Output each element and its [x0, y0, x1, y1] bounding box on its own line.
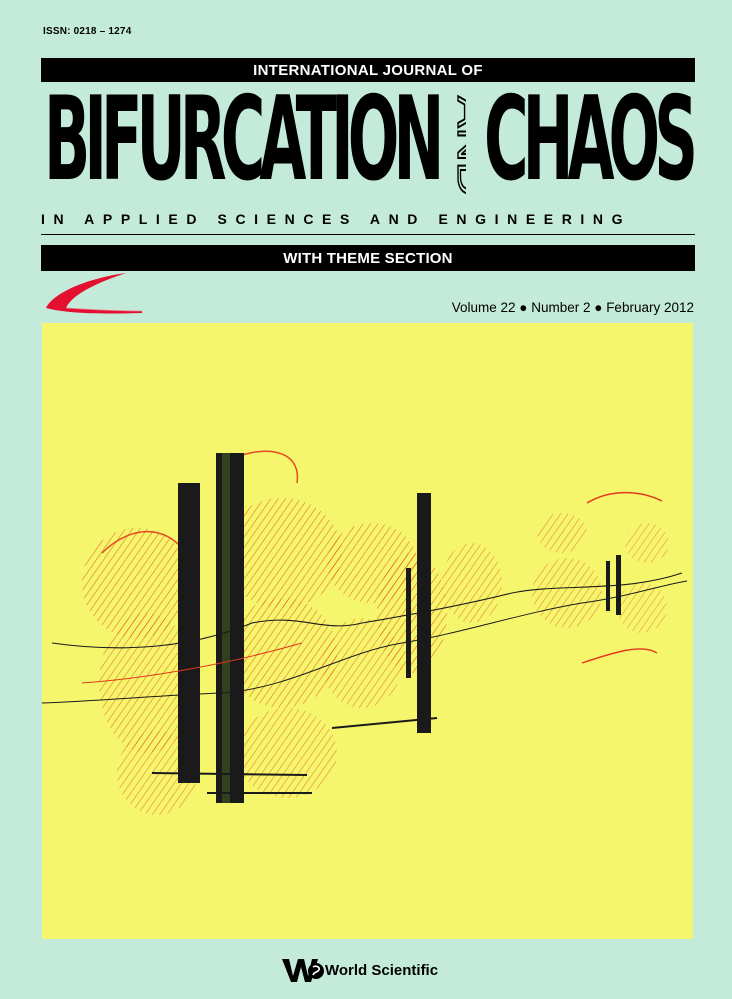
black-band-1 [178, 483, 200, 783]
bifurcation-diagram-image [42, 450, 688, 815]
subtitle-rule [41, 234, 695, 235]
and-text: AND [451, 96, 466, 196]
black-band-3 [417, 493, 431, 733]
issue-info: Volume 22 ● Number 2 ● February 2012 [452, 300, 694, 315]
publisher-block: World Scientific [280, 955, 438, 985]
issue-volume: Volume 22 [451, 300, 516, 315]
left-cluster [82, 450, 342, 815]
journal-subtitle: IN APPLIED SCIENCES AND ENGINEERING [41, 211, 632, 227]
middle-cluster [322, 523, 502, 708]
issue-date: February 2012 [606, 300, 694, 315]
issue-number: Number 2 [531, 300, 591, 315]
theme-section-bar: WITH THEME SECTION [41, 245, 695, 271]
trajectory-line-1 [51, 572, 683, 649]
theme-section-label: WITH THEME SECTION [283, 250, 453, 267]
journal-title-top: INTERNATIONAL JOURNAL OF [253, 62, 483, 79]
publisher-swoosh-icon [46, 273, 143, 314]
issn-text: ISSN: 0218 – 1274 [43, 26, 132, 37]
trajectory-line-2 [42, 580, 688, 704]
publisher-name: World Scientific [325, 961, 439, 979]
cover-artwork [42, 323, 693, 939]
journal-title-bar: INTERNATIONAL JOURNAL OF [41, 58, 695, 82]
journal-title-chaos: CHAOS [484, 71, 698, 207]
journal-title-bifurcation: BIFURCATION [44, 71, 444, 207]
bullet-1: ● [519, 300, 528, 315]
journal-title-and: AND [450, 95, 466, 196]
ws-logo-icon [282, 959, 324, 982]
right-cluster [532, 513, 669, 633]
bullet-2: ● [594, 300, 603, 315]
